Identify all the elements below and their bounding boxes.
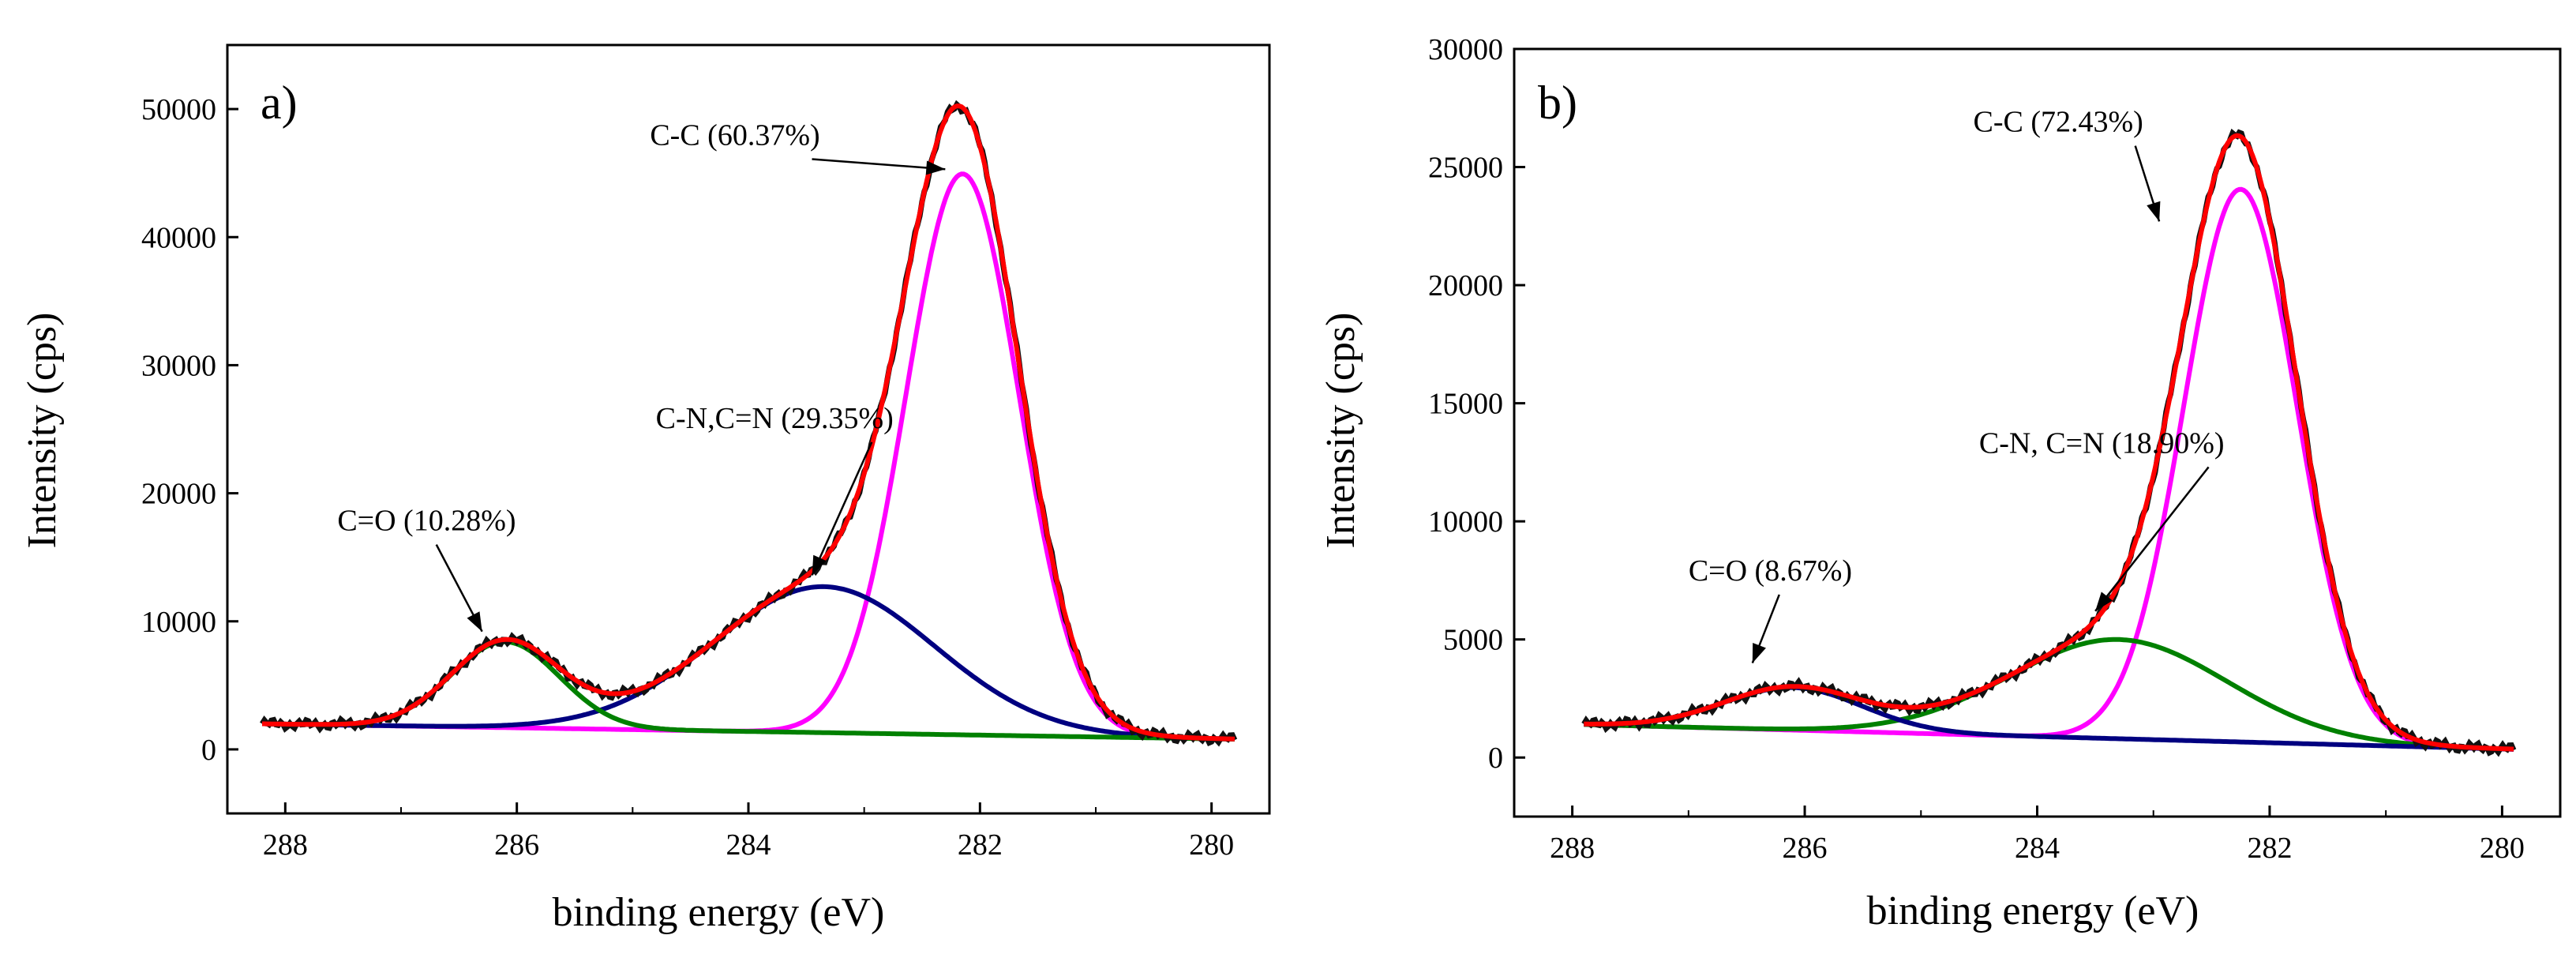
annotation-arrowhead (1752, 642, 1766, 663)
y-tick-label: 5000 (1443, 624, 1503, 657)
y-tick-label: 20000 (1428, 269, 1503, 302)
x-tick-label: 282 (958, 828, 1003, 862)
spectrum-curves (260, 100, 1238, 747)
peak-c-c (262, 171, 1235, 742)
y-tick-label: 50000 (141, 93, 216, 126)
panel-b: 288 286 284 282 280 0 5000 10000 15000 20000 25000… (1318, 33, 2562, 933)
annotation-arrowhead (925, 160, 946, 175)
panel-a: 288 286 284 282 280 0 10000 20000 30000 40000 5000… (20, 43, 1271, 935)
axis-ticks: 288 286 284 282 280 0 5000 10000 15000 20000 25000… (1428, 33, 2525, 865)
x-tick-label: 286 (1783, 832, 1828, 865)
panel-label: a) (261, 77, 298, 129)
peak-annotation-label: C-N, C=N (18.90%) (1979, 426, 2225, 460)
panel-label: b) (1538, 77, 1577, 129)
y-tick-label: 15000 (1428, 388, 1503, 421)
fit-envelope (1584, 133, 2514, 752)
x-tick-label: 284 (2015, 832, 2060, 865)
annotation-arrow (811, 441, 873, 576)
x-tick-label: 288 (263, 828, 308, 862)
peak-annotations: C-C (60.37%) C-N,C=N (29.35%) C=O (10.28%) (337, 118, 946, 633)
x-tick-label: 288 (1550, 832, 1595, 865)
x-tick-label: 280 (2480, 832, 2525, 865)
peak-annotations: C-C (72.43%) C-N, C=N (18.90%) C=O (8.67%) (1689, 106, 2225, 664)
y-tick-label: 30000 (1428, 33, 1503, 66)
x-tick-label: 280 (1189, 828, 1234, 862)
peak-annotation-label: C-C (60.37%) (650, 118, 819, 152)
annotation-arrow (812, 158, 946, 171)
spectrum-curves (1581, 128, 2517, 757)
annotation-arrowhead (2095, 592, 2113, 611)
x-tick-label: 282 (2247, 832, 2292, 865)
peak-annotation-label: C-C (72.43%) (1974, 106, 2143, 139)
annotation-arrowhead (812, 554, 827, 576)
y-tick-label: 30000 (141, 349, 216, 382)
peak-c-n-c-n (262, 584, 1236, 742)
y-axis-title: Intensity (cps) (1318, 313, 1363, 549)
peak-annotation-label: C=O (8.67%) (1689, 554, 1852, 588)
x-tick-label: 284 (726, 828, 771, 862)
peak-c-c (1584, 186, 2514, 752)
y-tick-label: 20000 (141, 478, 216, 511)
y-tick-label: 40000 (141, 221, 216, 254)
axis-ticks: 288 286 284 282 280 0 10000 20000 30000 40000 5000… (141, 93, 1234, 862)
peak-annotation-label: C-N,C=N (29.35%) (656, 402, 894, 435)
annotation-arrow (2094, 466, 2210, 612)
peak-annotation-label: C=O (10.28%) (337, 505, 516, 538)
y-tick-label: 10000 (1428, 505, 1503, 539)
fit-envelope (262, 103, 1236, 742)
y-tick-label: 0 (1488, 742, 1503, 775)
y-tick-label: 0 (201, 734, 216, 767)
y-tick-label: 10000 (141, 606, 216, 639)
y-tick-label: 25000 (1428, 152, 1503, 185)
annotation-arrowhead (467, 611, 482, 632)
x-tick-label: 286 (494, 828, 539, 862)
y-axis-title: Intensity (cps) (20, 313, 65, 549)
x-axis-title: binding energy (eV) (553, 890, 885, 935)
x-axis-title: binding energy (eV) (1867, 888, 2199, 933)
annotation-arrowhead (2147, 201, 2161, 222)
